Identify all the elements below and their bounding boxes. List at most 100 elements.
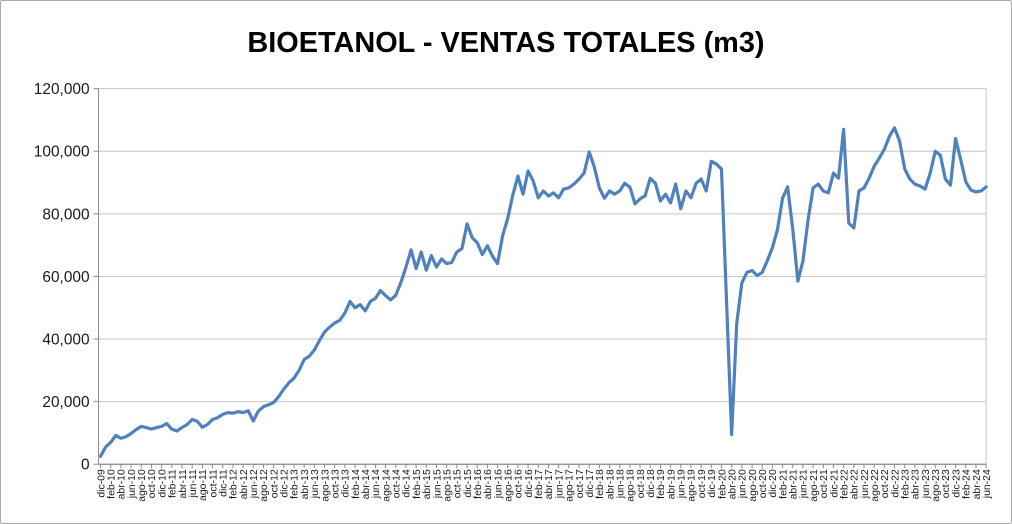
x-tick-label: jun-11 — [188, 469, 199, 498]
x-tick-label: abr-13 — [300, 469, 311, 499]
x-tick-label: dic-13 — [341, 469, 352, 498]
x-tick-label: dic-11 — [218, 469, 229, 497]
x-tick-label: feb-22 — [839, 469, 850, 499]
x-tick-label: dic-23 — [951, 469, 962, 498]
x-tick-label: abr-17 — [544, 469, 555, 499]
x-tick-label: dic-22 — [890, 469, 901, 498]
x-tick-label: ago-22 — [870, 469, 881, 502]
x-tick-label: jun-15 — [432, 469, 443, 499]
y-tick-label: 20,000 — [42, 394, 89, 411]
x-tick-label: jun-13 — [310, 469, 321, 499]
x-tick-label: ago-23 — [931, 469, 942, 502]
x-tick-label: ago-14 — [381, 469, 392, 502]
x-tick-label: oct-16 — [514, 469, 525, 498]
x-tick-label: ago-16 — [504, 469, 515, 502]
x-tick-label: dic-14 — [402, 469, 413, 498]
x-tick-label: ago-15 — [442, 469, 453, 502]
x-tick-label: abr-19 — [666, 469, 677, 499]
x-tick-label: abr-16 — [483, 469, 494, 499]
x-tick-label: jun-17 — [554, 469, 565, 499]
x-tick-label: feb-23 — [901, 469, 912, 499]
x-tick-label: feb-20 — [717, 469, 728, 499]
x-tick-label: dic-15 — [463, 469, 474, 498]
x-tick-label: feb-19 — [656, 469, 667, 499]
axes — [93, 88, 987, 469]
x-tick-label: abr-23 — [911, 469, 922, 499]
x-tick-label: feb-21 — [778, 469, 789, 499]
x-tick-label: oct-15 — [453, 469, 464, 498]
x-tick-label: jun-14 — [371, 469, 382, 499]
x-tick-label: jun-16 — [493, 469, 504, 499]
x-tick-label: feb-15 — [412, 469, 423, 499]
x-tick-label: oct-21 — [819, 469, 830, 498]
x-tick-label: ago-13 — [320, 469, 331, 502]
x-tick-label: abr-11 — [178, 469, 189, 499]
x-tick-label: oct-10 — [147, 469, 158, 498]
x-tick-label: ago-21 — [809, 469, 820, 502]
x-tick-label: ago-20 — [748, 469, 759, 502]
x-tick-label: oct-19 — [697, 469, 708, 498]
x-tick-label: oct-17 — [575, 469, 586, 498]
x-tick-label: feb-10 — [107, 469, 118, 499]
y-tick-label: 40,000 — [42, 332, 89, 349]
x-tick-label: dic-21 — [829, 469, 840, 498]
x-tick-label: feb-17 — [534, 469, 545, 499]
x-tick-label: abr-18 — [605, 469, 616, 499]
x-tick-label: ago-12 — [259, 469, 270, 502]
x-tick-label: ago-11 — [198, 469, 209, 501]
x-tick-label: jun-20 — [738, 469, 749, 499]
x-tick-label: feb-18 — [595, 469, 606, 499]
x-tick-label: dic-18 — [646, 469, 657, 498]
x-tick-label: jun-10 — [127, 469, 138, 499]
chart-title: BIOETANOL - VENTAS TOTALES (m3) — [247, 27, 764, 59]
x-tick-label: dic-12 — [280, 469, 291, 498]
x-tick-label: jun-24 — [982, 469, 993, 499]
x-tick-label: oct-18 — [636, 469, 647, 498]
x-axis-labels: dic-09 feb-10 abr-10 jun-10 ago-10 oct-10 dic-… — [96, 469, 993, 502]
x-tick-label: abr-22 — [850, 469, 861, 499]
x-tick-label: jun-23 — [921, 469, 932, 499]
x-tick-label: oct-20 — [758, 469, 769, 498]
x-tick-label: feb-11 — [168, 469, 179, 498]
gridlines — [98, 88, 987, 403]
x-tick-label: dic-09 — [96, 469, 107, 498]
y-tick-label: 60,000 — [42, 269, 89, 286]
x-tick-label: feb-13 — [290, 469, 301, 499]
x-tick-label: feb-24 — [962, 469, 973, 499]
x-tick-label: abr-15 — [422, 469, 433, 499]
x-tick-label: abr-14 — [361, 469, 372, 499]
x-tick-label: oct-14 — [392, 469, 403, 498]
x-tick-label: ago-17 — [565, 469, 576, 502]
x-tick-label: dic-16 — [524, 469, 535, 498]
x-tick-label: jun-22 — [860, 469, 871, 499]
x-tick-label: ago-10 — [137, 469, 148, 502]
y-tick-label: 0 — [81, 457, 90, 474]
series-line-ventas-totales — [98, 126, 988, 458]
y-tick-label: 80,000 — [42, 206, 89, 223]
x-tick-label: abr-21 — [789, 469, 800, 499]
x-tick-label: abr-10 — [117, 469, 128, 499]
x-tick-label: feb-14 — [351, 469, 362, 499]
x-tick-label: oct-23 — [941, 469, 952, 498]
x-tick-label: ago-18 — [626, 469, 637, 502]
y-tick-label: 120,000 — [34, 81, 90, 98]
x-tick-label: oct-22 — [880, 469, 891, 498]
x-tick-label: jun-19 — [677, 469, 688, 499]
y-tick-label: 100,000 — [34, 144, 90, 161]
x-tick-label: ago-19 — [687, 469, 698, 502]
x-tick-label: feb-12 — [229, 469, 240, 499]
x-tick-label: feb-16 — [473, 469, 484, 499]
x-tick-label: abr-20 — [727, 469, 738, 499]
x-tick-label: jun-18 — [615, 469, 626, 499]
x-tick-label: oct-12 — [269, 469, 280, 498]
x-tick-label: abr-12 — [239, 469, 250, 499]
x-tick-label: jun-12 — [249, 469, 260, 499]
x-tick-label: dic-17 — [585, 469, 596, 498]
x-tick-label: oct-13 — [330, 469, 341, 498]
x-tick-label: dic-19 — [707, 469, 718, 498]
x-tick-label: dic-20 — [768, 469, 779, 498]
x-tick-label: oct-11 — [208, 469, 219, 497]
x-tick-label: jun-21 — [799, 469, 810, 499]
